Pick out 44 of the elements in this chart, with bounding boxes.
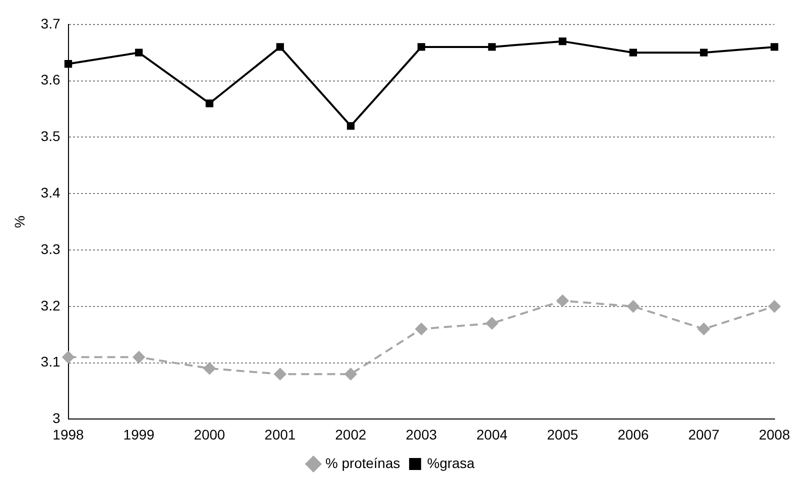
x-tick-label: 2000	[194, 426, 226, 442]
y-tick-label: 3.5	[40, 128, 60, 144]
point	[558, 37, 566, 46]
y-tick-label: 3.1	[40, 354, 60, 370]
point	[346, 122, 355, 130]
legend-label: %grasa	[427, 454, 475, 471]
y-tick-label: 3.3	[40, 240, 60, 257]
point	[62, 351, 74, 364]
y-tick-label: 3.7	[40, 15, 60, 32]
point	[556, 294, 569, 307]
point	[64, 60, 72, 68]
point	[135, 48, 143, 56]
y-axis-title: %	[11, 216, 28, 228]
x-tick-label: 1999	[123, 426, 155, 442]
x-tick-label: 2004	[476, 426, 508, 442]
point	[768, 300, 780, 312]
x-tick-label: 1998	[52, 426, 84, 442]
point	[203, 362, 216, 374]
point	[276, 43, 284, 51]
x-tick-label: 2003	[406, 426, 438, 442]
y-tick-label: 3.2	[40, 297, 60, 314]
x-tick-label: 2005	[547, 426, 578, 442]
point	[486, 317, 498, 330]
point	[629, 48, 638, 56]
point	[415, 322, 428, 335]
point	[274, 368, 286, 380]
x-tick-label: 2002	[335, 426, 367, 442]
point	[488, 43, 496, 51]
point	[206, 100, 214, 108]
x-tick-label: 2008	[758, 426, 790, 442]
point	[698, 322, 710, 335]
y-tick-label: 3.4	[40, 184, 60, 200]
point	[770, 43, 778, 51]
legend-label: % proteínas	[325, 454, 400, 471]
x-tick-label: 2006	[618, 426, 649, 442]
point	[627, 300, 640, 312]
y-tick-label: 3.6	[40, 72, 60, 88]
point	[700, 48, 708, 56]
point	[344, 368, 357, 380]
y-tick-label: 3	[52, 410, 60, 426]
x-tick-label: 2007	[688, 426, 720, 442]
point	[132, 351, 145, 364]
point	[418, 43, 426, 51]
x-tick-label: 2001	[264, 426, 296, 442]
